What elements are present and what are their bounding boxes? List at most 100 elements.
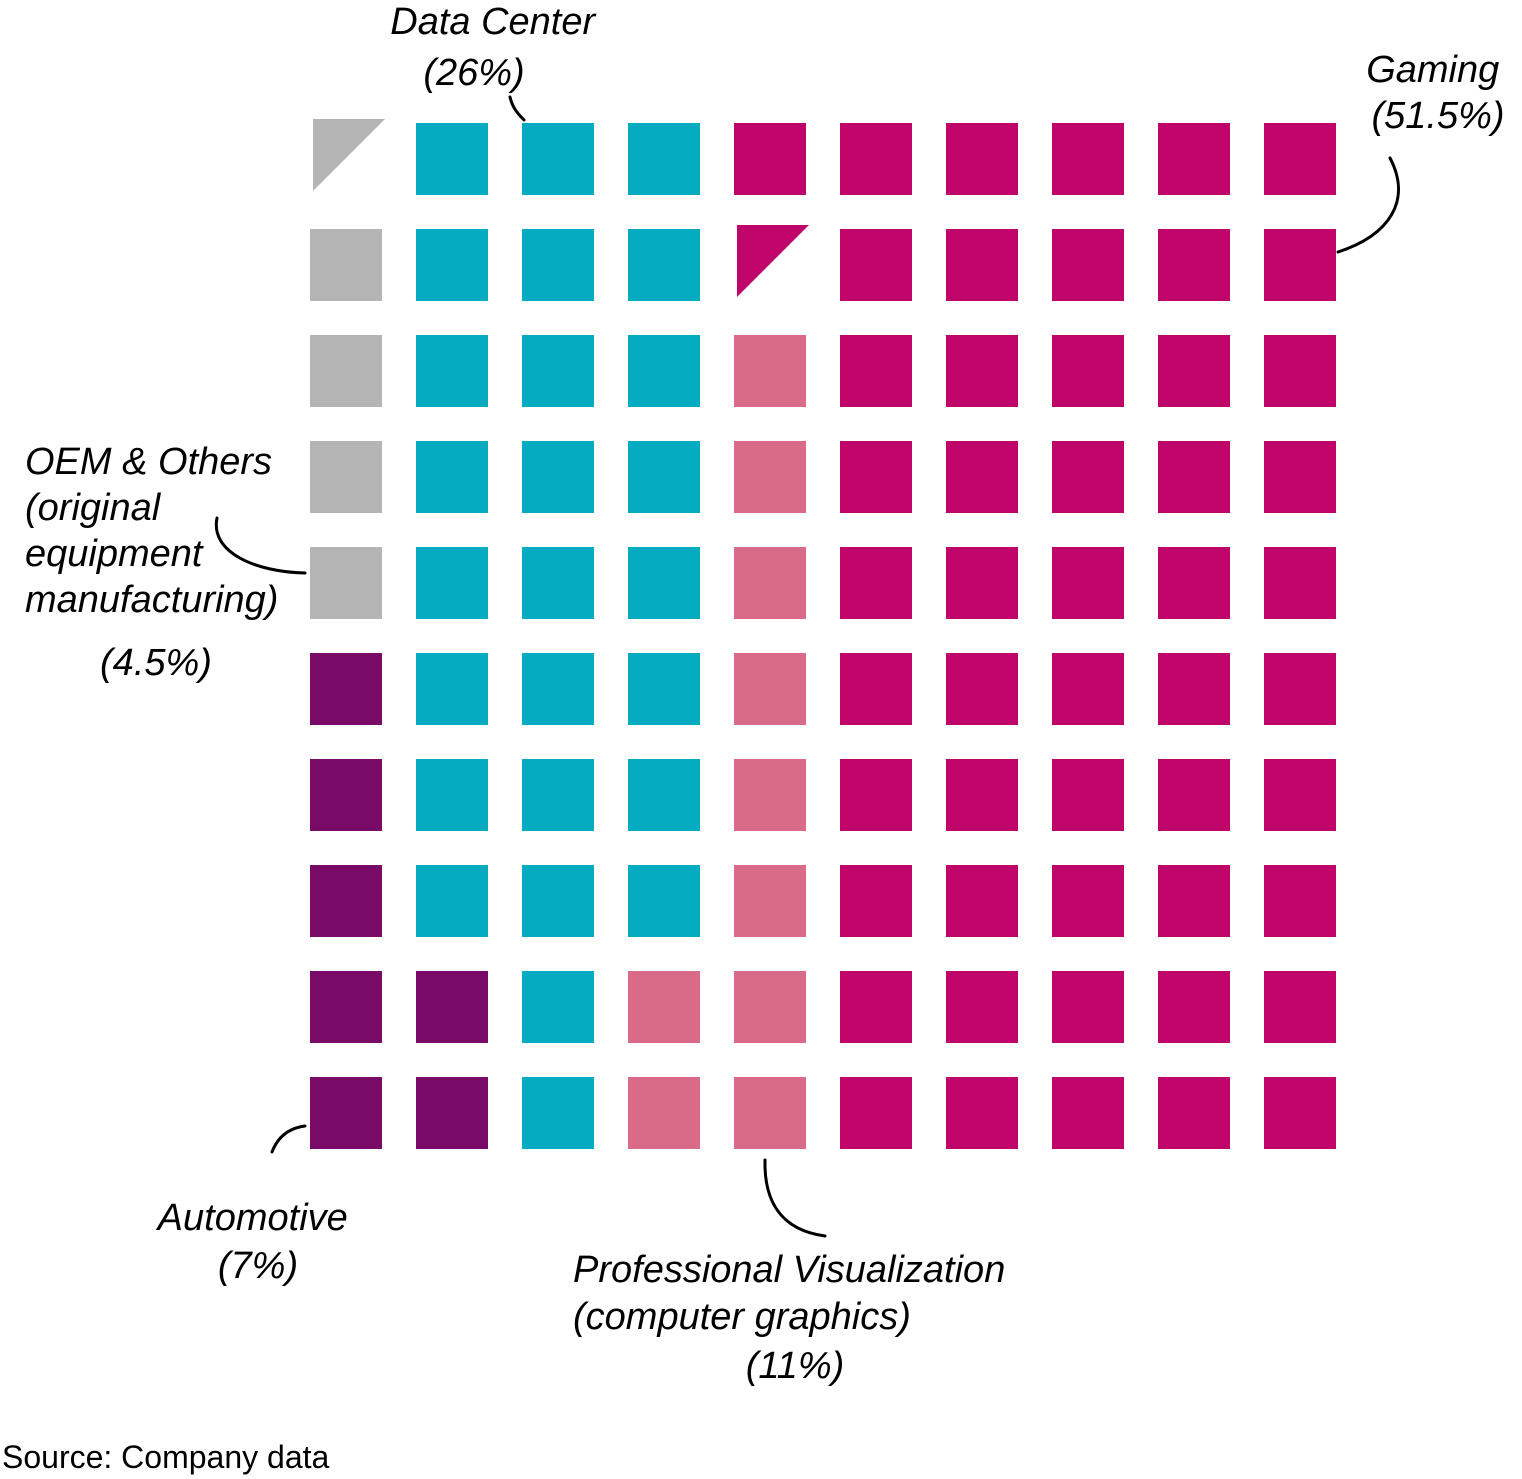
waffle-cell-data-center	[522, 865, 594, 937]
waffle-cell-gaming	[1052, 335, 1124, 407]
waffle-cell-data-center	[416, 759, 488, 831]
waffle-cell-gaming	[1264, 229, 1336, 301]
waffle-cell-gaming	[946, 123, 1018, 195]
waffle-cell-gaming	[946, 547, 1018, 619]
waffle-cell-oem-others	[310, 441, 382, 513]
waffle-cell-gaming	[1264, 971, 1336, 1043]
waffle-cell-gaming	[1052, 865, 1124, 937]
waffle-cell-data-center	[416, 229, 488, 301]
waffle-cell-oem-others	[310, 229, 382, 301]
waffle-cell-professional-visualization	[734, 971, 806, 1043]
waffle-cell-data-center	[522, 653, 594, 725]
waffle-cell-data-center	[416, 441, 488, 513]
waffle-cell-gaming	[1264, 123, 1336, 195]
waffle-cell-data-center	[416, 123, 488, 195]
waffle-cell-data-center	[416, 547, 488, 619]
professional-visualization-percent: (11%)	[746, 1345, 845, 1387]
waffle-cell-gaming	[1052, 971, 1124, 1043]
waffle-cell-professional-visualization	[628, 1077, 700, 1149]
waffle-cell-professional-visualization	[628, 971, 700, 1043]
waffle-cell-data-center	[416, 653, 488, 725]
waffle-cell-gaming	[1158, 971, 1230, 1043]
waffle-cell-gaming	[1264, 335, 1336, 407]
waffle-cell-gaming	[737, 225, 809, 297]
waffle-cell-data-center	[628, 865, 700, 937]
waffle-cell-data-center	[628, 335, 700, 407]
waffle-cell-gaming	[946, 971, 1018, 1043]
waffle-cell-data-center	[522, 441, 594, 513]
waffle-cell-oem-others	[310, 335, 382, 407]
waffle-cell-automotive	[416, 971, 488, 1043]
waffle-cell-gaming	[1052, 229, 1124, 301]
waffle-cell-professional-visualization	[734, 441, 806, 513]
waffle-cell-gaming	[1264, 441, 1336, 513]
waffle-cell-gaming	[840, 1077, 912, 1149]
professional-visualization-label: Professional Visualization (computer gra…	[573, 1249, 1016, 1338]
waffle-cell-gaming	[946, 759, 1018, 831]
data-center-leader-line	[508, 95, 526, 122]
waffle-cell-gaming	[946, 441, 1018, 513]
oem-others-label: OEM & Others (original equipment manufac…	[25, 441, 283, 621]
waffle-cell-gaming	[840, 971, 912, 1043]
oem-others-leader-line	[214, 516, 307, 575]
waffle-cell-gaming	[840, 229, 912, 301]
waffle-cell-data-center	[628, 123, 700, 195]
waffle-cell-gaming	[1052, 653, 1124, 725]
waffle-cell-data-center	[522, 971, 594, 1043]
automotive-label: Automotive (7%)	[156, 1197, 359, 1287]
waffle-cell-data-center	[522, 1077, 594, 1149]
waffle-cell-data-center	[628, 441, 700, 513]
waffle-cell-gaming	[1264, 653, 1336, 725]
waffle-cell-data-center	[416, 335, 488, 407]
waffle-cell-gaming	[1264, 759, 1336, 831]
waffle-cell-automotive	[310, 653, 382, 725]
waffle-cell-gaming	[840, 441, 912, 513]
oem-others-percent: (4.5%)	[100, 642, 212, 684]
automotive-leader-line	[270, 1124, 307, 1154]
waffle-cell-data-center	[416, 865, 488, 937]
waffle-cell-gaming	[1264, 547, 1336, 619]
waffle-cell-gaming	[1052, 759, 1124, 831]
waffle-cell-professional-visualization	[734, 865, 806, 937]
waffle-cell-data-center	[522, 759, 594, 831]
waffle-cell-data-center	[522, 547, 594, 619]
waffle-cell-automotive	[310, 759, 382, 831]
waffle-cell-data-center	[522, 123, 594, 195]
waffle-cell-professional-visualization	[734, 653, 806, 725]
waffle-cell-gaming	[840, 547, 912, 619]
waffle-cell-data-center	[628, 229, 700, 301]
waffle-cell-gaming	[1158, 759, 1230, 831]
waffle-cell-gaming	[946, 865, 1018, 937]
waffle-cell-gaming	[946, 1077, 1018, 1149]
waffle-cell-professional-visualization	[734, 335, 806, 407]
waffle-cell-data-center	[628, 759, 700, 831]
waffle-cell-gaming	[1052, 123, 1124, 195]
data-center-label: Data Center (26%)	[390, 1, 605, 94]
waffle-cell-gaming	[1158, 123, 1230, 195]
waffle-cell-professional-visualization	[734, 547, 806, 619]
waffle-cell-gaming	[1052, 441, 1124, 513]
waffle-cell-data-center	[628, 653, 700, 725]
waffle-cell-gaming	[1052, 547, 1124, 619]
waffle-cell-automotive	[416, 1077, 488, 1149]
waffle-cell-automotive	[310, 1077, 382, 1149]
waffle-cell-gaming	[1158, 865, 1230, 937]
waffle-cell-automotive	[310, 865, 382, 937]
waffle-cell-gaming	[734, 123, 806, 195]
waffle-cell-gaming	[1264, 1077, 1336, 1149]
waffle-cell-gaming	[1052, 1077, 1124, 1149]
waffle-cell-data-center	[522, 229, 594, 301]
waffle-cell-professional-visualization	[734, 759, 806, 831]
professional-visualization-leader-line	[763, 1158, 827, 1238]
waffle-cell-gaming	[1158, 229, 1230, 301]
gaming-leader-line	[1336, 156, 1400, 254]
waffle-cell-gaming	[946, 335, 1018, 407]
waffle-cell-gaming	[1158, 653, 1230, 725]
source-note: Source: Company data	[2, 1439, 330, 1475]
waffle-cell-automotive	[310, 971, 382, 1043]
waffle-cell-oem-others	[310, 547, 382, 619]
waffle-cell-gaming	[1158, 1077, 1230, 1149]
waffle-cell-data-center	[522, 335, 594, 407]
waffle-cell-gaming	[1158, 547, 1230, 619]
